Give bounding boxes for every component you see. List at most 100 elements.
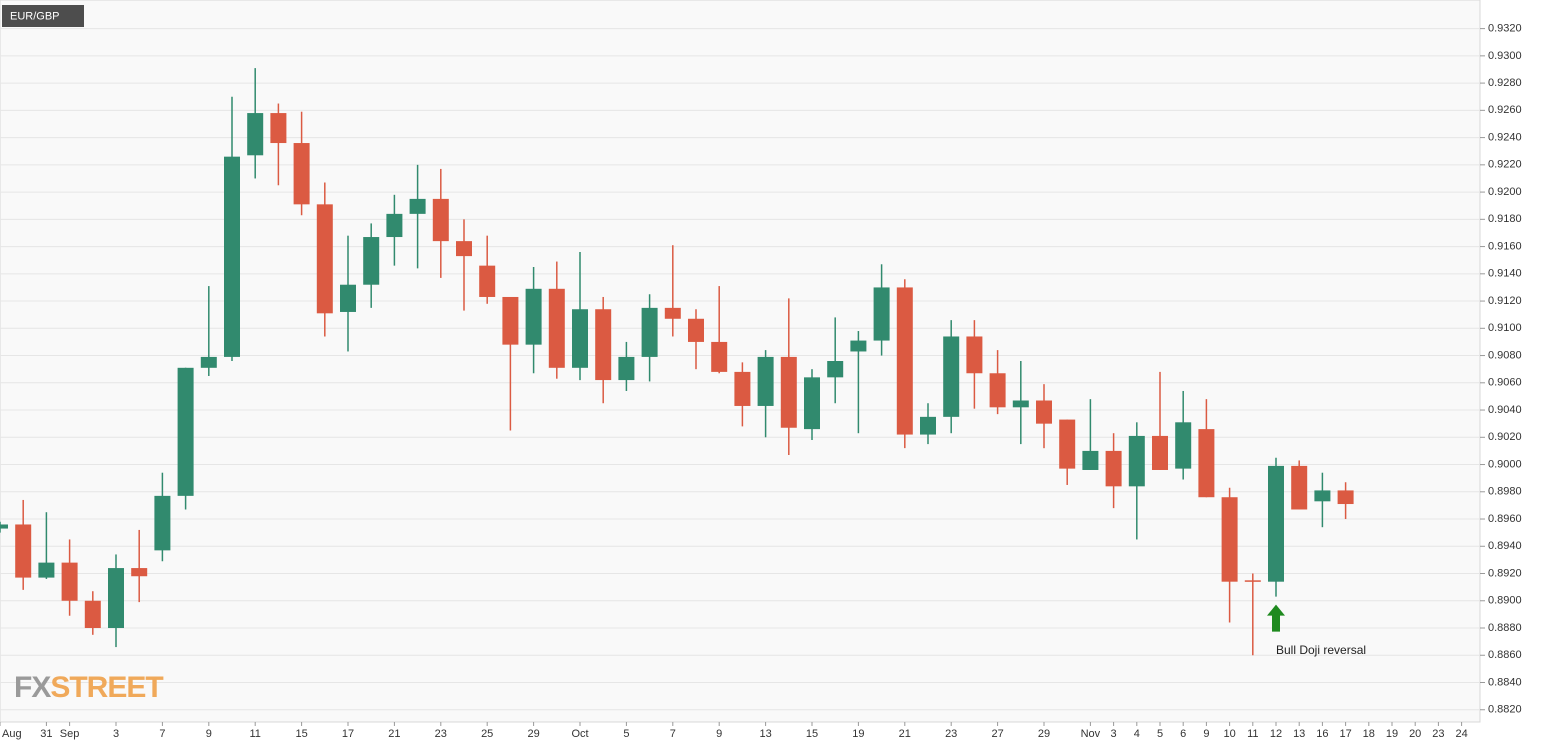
y-tick-label: 0.8820 (1488, 704, 1522, 716)
candle-body (641, 307, 658, 357)
x-tick-label: 19 (1386, 728, 1398, 740)
x-tick-label: 16 (1316, 728, 1328, 740)
brand-suffix: STREET (50, 671, 163, 704)
x-tick-label: 29 (1038, 728, 1050, 740)
x-tick-label: 9 (716, 728, 722, 740)
x-tick-label: 15 (806, 728, 818, 740)
y-tick-label: 0.9060 (1488, 377, 1522, 389)
y-tick-label: 0.9240 (1488, 131, 1522, 143)
x-tick-label: 24 (1455, 728, 1467, 740)
y-tick-label: 0.9120 (1488, 295, 1522, 307)
y-tick-label: 0.9200 (1488, 186, 1522, 198)
x-tick-label: Sep (60, 728, 80, 740)
candle-body (757, 356, 774, 406)
x-tick-label: 19 (852, 728, 864, 740)
plot-area (0, 0, 1481, 723)
chart-title: EUR/GBP (10, 10, 60, 22)
x-tick-label: Aug (2, 728, 22, 740)
candle-body (38, 562, 55, 578)
candle-body (1082, 450, 1099, 470)
candle-body (618, 356, 635, 381)
x-tick-label: 23 (1432, 728, 1444, 740)
brand-prefix: FX (14, 671, 51, 704)
y-tick-label: 0.9180 (1488, 213, 1522, 225)
y-tick-label: 0.8980 (1488, 486, 1522, 498)
y-tick-label: 0.9160 (1488, 240, 1522, 252)
candle-body (1198, 429, 1215, 498)
candle-body (920, 416, 936, 435)
candle-body (1128, 435, 1145, 487)
y-tick-label: 0.8900 (1488, 595, 1522, 607)
x-tick-label: 5 (1157, 728, 1163, 740)
y-tick-label: 0.9000 (1488, 458, 1522, 470)
x-tick-label: 23 (945, 728, 957, 740)
x-tick-label: 23 (435, 728, 447, 740)
x-tick-label: 21 (899, 728, 911, 740)
title-box (2, 5, 84, 27)
x-tick-label: 7 (670, 728, 676, 740)
x-tick-label: 31 (40, 728, 52, 740)
candle-body (943, 336, 960, 417)
candle-body (131, 568, 148, 577)
candle-body (293, 143, 310, 205)
candle-body (0, 524, 8, 529)
y-tick-label: 0.9220 (1488, 159, 1522, 171)
candle-body (595, 309, 612, 381)
candle-body (84, 600, 101, 629)
candle-body (850, 340, 867, 352)
candle-body (804, 377, 820, 430)
candle-body (548, 288, 565, 368)
candle-body (386, 213, 403, 238)
y-tick-label: 0.9300 (1488, 50, 1522, 62)
candle-body (270, 113, 287, 144)
annotation-arrow (1267, 604, 1285, 632)
y-tick-label: 0.9020 (1488, 431, 1522, 443)
x-tick-label: 12 (1270, 728, 1282, 740)
y-tick-label: 0.8860 (1488, 649, 1522, 661)
y-tick-label: 0.9100 (1488, 322, 1522, 334)
x-tick-label: 21 (388, 728, 400, 740)
candle-body (896, 287, 913, 435)
y-tick-label: 0.9080 (1488, 349, 1522, 361)
axes: 0.8820 0.8840 0.8860 0.8880 0.8900 0.8920 0.89… (0, 23, 1522, 740)
candle-body (572, 309, 588, 368)
x-tick-label: 10 (1223, 728, 1235, 740)
candle-body (432, 198, 449, 242)
y-tick-label: 0.9320 (1488, 23, 1522, 35)
candle-body (525, 288, 542, 345)
candle-body (827, 361, 844, 378)
candle-body (502, 296, 519, 345)
candle-body (200, 356, 217, 368)
candle-body (1221, 497, 1238, 582)
x-tick-label: Oct (571, 728, 588, 740)
candle-body (966, 336, 983, 374)
candles (0, 68, 1354, 656)
x-tick-label: 5 (623, 728, 629, 740)
candle-body (1105, 450, 1122, 487)
x-tick-label: 18 (1363, 728, 1375, 740)
x-tick-label: 17 (342, 728, 354, 740)
candle-body (340, 284, 356, 312)
y-tick-label: 0.9260 (1488, 104, 1522, 116)
candle-body (780, 356, 797, 428)
x-tick-label: 3 (1111, 728, 1117, 740)
x-tick-label: 29 (527, 728, 539, 740)
x-tick-label: 4 (1134, 728, 1140, 740)
candle-body (734, 371, 751, 406)
x-tick-label: 17 (1339, 728, 1351, 740)
y-tick-label: 0.8920 (1488, 567, 1522, 579)
x-tick-label: 9 (1203, 728, 1209, 740)
x-tick-label: Nov (1081, 728, 1101, 740)
y-tick-label: 0.9140 (1488, 268, 1522, 280)
candle-body (224, 156, 240, 357)
candle-body (247, 113, 264, 156)
candle-body (664, 307, 681, 319)
candle-body (177, 367, 194, 496)
candle-body (1291, 465, 1308, 510)
candle-body (1314, 490, 1331, 502)
candle-body (456, 241, 472, 257)
y-tick-label: 0.9040 (1488, 404, 1522, 416)
y-tick-label: 0.8880 (1488, 622, 1522, 634)
y-tick-label: 0.8960 (1488, 513, 1522, 525)
